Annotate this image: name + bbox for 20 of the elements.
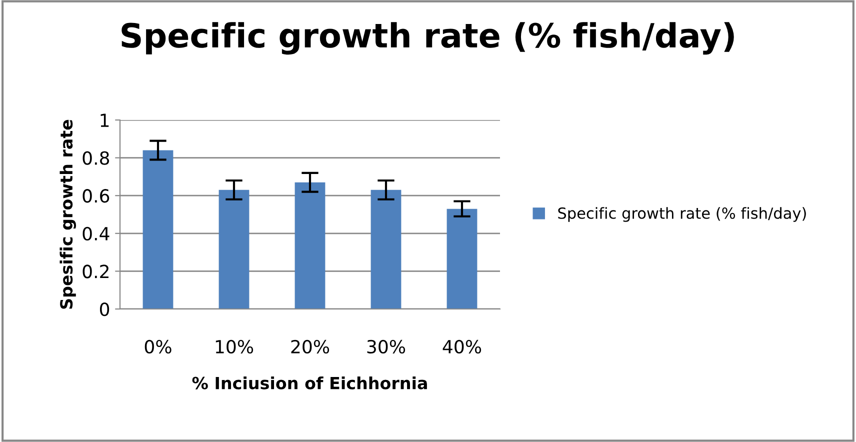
y-tick-label: 0.8 <box>82 151 110 165</box>
y-tick-label: 0.6 <box>82 189 110 203</box>
bar <box>142 150 174 309</box>
y-tick-label: 0 <box>100 302 110 316</box>
y-axis-title: Spesific growth rate <box>60 120 76 309</box>
legend-label: Specific growth rate (% fish/day) <box>558 207 806 222</box>
x-tick-label: 20% <box>291 340 330 354</box>
bar <box>370 190 402 309</box>
y-tick-label: 0.2 <box>82 264 108 278</box>
x-tick-label: 10% <box>216 340 254 354</box>
bar <box>218 190 250 309</box>
y-tick-label: 0.4 <box>82 226 110 241</box>
chart-title: Specific growth rate (% fish/day) <box>122 22 734 55</box>
y-tick-label: 1 <box>100 114 109 127</box>
x-tick-label: 40% <box>442 340 482 354</box>
bar <box>446 208 478 309</box>
x-tick-label: 0% <box>144 340 172 354</box>
x-tick-label: 30% <box>367 340 406 354</box>
bar <box>294 182 326 309</box>
x-axis-title: % Inciusion of Eichhornia <box>192 376 427 390</box>
